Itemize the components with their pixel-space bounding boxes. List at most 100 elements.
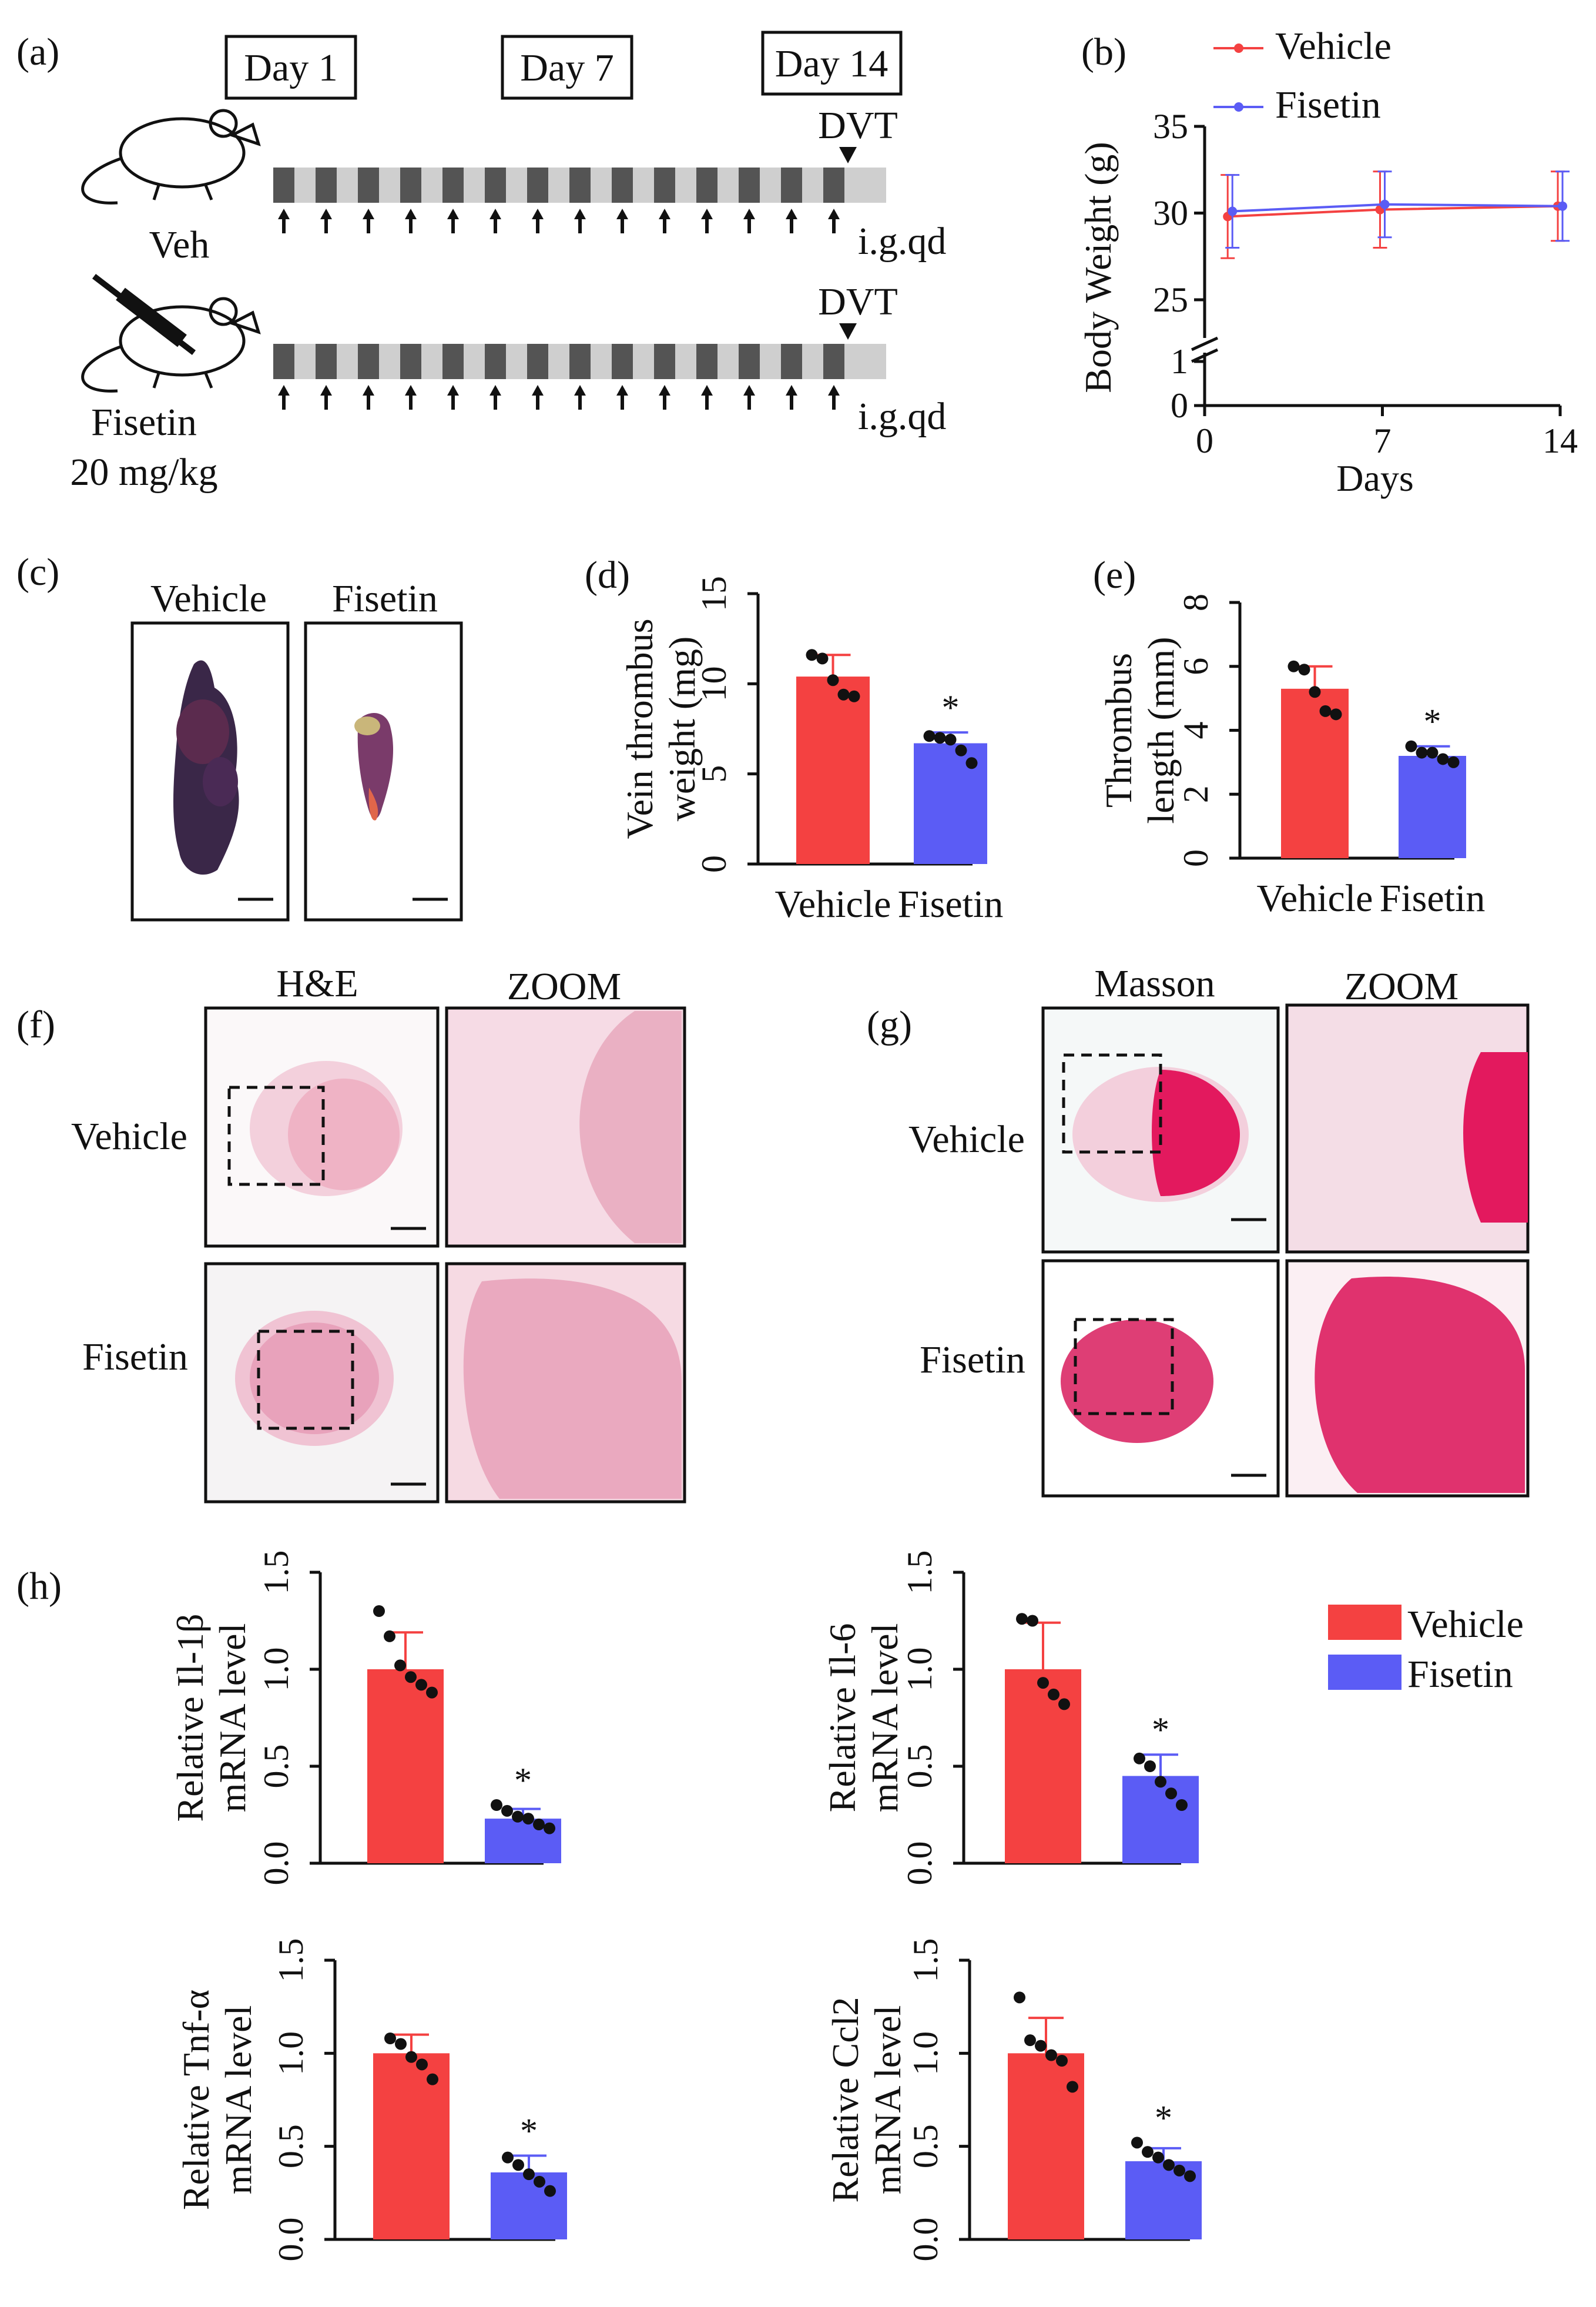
data-point: [1016, 1613, 1028, 1625]
day1-label: Day 1: [244, 46, 337, 89]
data-point: [934, 732, 946, 744]
day14-box: [761, 31, 903, 96]
dose-arrow-head-fisetin: [405, 385, 417, 396]
legend-label: Fisetin: [1275, 83, 1381, 126]
y-tick-label: 35: [1153, 107, 1188, 146]
dvt-label-fisetin: DVT: [818, 280, 898, 323]
y-tick-label: 0.0: [271, 2218, 310, 2262]
data-point: [373, 1605, 385, 1617]
y-tick-label: 0.0: [900, 1841, 939, 1886]
y-tick-label: 10: [695, 666, 733, 701]
he-vehicle-zoom-box: [227, 1086, 325, 1186]
timeline-segment-veh: [464, 168, 485, 203]
data-point: [416, 2058, 428, 2071]
col-vehicle-label: Vehicle: [150, 577, 267, 620]
timeline-segment-fisetin: [316, 344, 337, 379]
dose-arrow-head-veh: [278, 209, 290, 219]
timeline-segment-veh: [527, 168, 548, 203]
data-point: [848, 690, 860, 702]
data-point: [512, 1810, 524, 1823]
he-fisetin-zoom-box: [257, 1330, 354, 1430]
chart-h3: 0.0 0.5 1.0 1.5 * Relative Tnf-α mRNA level: [175, 1938, 567, 2262]
significance-mark: *: [520, 2112, 538, 2151]
he-fisetin-thrombus: [250, 1322, 379, 1434]
data-point: [1152, 2151, 1164, 2164]
data-point: [491, 1799, 502, 1811]
data-point: [1024, 2034, 1036, 2047]
dvt-marker-fisetin: [839, 323, 857, 340]
y-axis-title: Thrombus: [1098, 653, 1139, 808]
y-tick-label: 0.5: [906, 2124, 945, 2168]
y-axis-title: Relative Il-1β: [169, 1613, 211, 1822]
timeline-segment-fisetin: [442, 344, 464, 379]
legend-vehicle: Vehicle: [1407, 1603, 1524, 1646]
legend-label: Vehicle: [1275, 25, 1392, 68]
timeline-segment-veh: [442, 168, 464, 203]
timeline-segment-veh: [781, 168, 802, 203]
data-point: [522, 1813, 534, 1825]
y-tick-label: 0.0: [906, 2218, 945, 2262]
masson-fisetin-zoom-thrombus: [1315, 1277, 1525, 1493]
timeline-segment-veh: [294, 168, 316, 203]
dose-arrow-head-fisetin: [363, 385, 374, 396]
panel-e-label: (e): [1093, 554, 1136, 597]
y-tick-label: 1.0: [271, 2031, 310, 2075]
timeline-segment-fisetin: [823, 344, 844, 379]
group-fisetin-label: Fisetin: [91, 401, 197, 444]
data-point: [533, 1819, 545, 1830]
y-tick-label: 1.0: [257, 1648, 296, 1692]
panel-a-label: (a): [16, 31, 59, 73]
timeline-bars: [273, 168, 886, 410]
dose-arrow-head-fisetin: [786, 385, 797, 396]
data-point: [426, 1686, 438, 1699]
y-tick-label: 0.5: [271, 2124, 310, 2168]
bar-fisetin: [1122, 1776, 1199, 1863]
timeline-segment-veh: [802, 168, 823, 203]
y-axis-title: Body Weight (g): [1077, 142, 1119, 393]
panel-h-label: (h): [16, 1565, 62, 1608]
data-point: [1056, 2055, 1068, 2067]
data-point: [1165, 1787, 1177, 1800]
data-point: [944, 734, 957, 746]
x-tick-label: Fisetin: [898, 883, 1004, 926]
dosing-label-veh: i.g.qd: [858, 220, 946, 263]
y-tick-label: 1.0: [906, 2031, 945, 2075]
timeline-segment-fisetin: [633, 344, 654, 379]
x-axis-title: Days: [1336, 457, 1414, 499]
data-point: [1447, 756, 1460, 768]
masson-vehicle-zoom-thrombus: [1463, 1052, 1528, 1223]
panel-g-label: (g): [867, 1003, 912, 1046]
mouse-icon-veh: [81, 109, 261, 205]
data-point: [1380, 199, 1390, 209]
timeline-segment-veh: [316, 168, 337, 203]
dose-arrow-head-fisetin: [616, 385, 628, 396]
legend-swatch-fisetin: [1328, 1655, 1401, 1690]
chart-d: 0 5 10 15 Vehicle * Fisetin Vein thrombus weight…: [619, 576, 1003, 926]
data-point: [384, 2033, 396, 2044]
timeline-segment-fisetin: [294, 344, 316, 379]
y-tick-label: 2: [1176, 785, 1215, 803]
day7-label: Day 7: [520, 46, 613, 89]
dose-arrow-head-veh: [363, 209, 374, 219]
data-point: [512, 2159, 524, 2171]
data-point: [1131, 2137, 1143, 2149]
timeline-segment-fisetin: [781, 344, 802, 379]
dose-arrow-head-veh: [532, 209, 544, 219]
data-point: [1155, 1776, 1166, 1788]
timeline-segment-fisetin: [337, 344, 358, 379]
data-point: [415, 1679, 427, 1691]
dose-arrow-head-veh: [447, 209, 459, 219]
dose-arrow-head-veh: [828, 209, 840, 219]
data-point: [544, 2185, 556, 2197]
dose-arrow-head-veh: [616, 209, 628, 219]
chart-e: 0 2 4 6 8 Vehicle * Fisetin Thrombus length (mm): [1098, 594, 1485, 920]
data-point: [1228, 206, 1238, 216]
data-point: [1058, 1698, 1070, 1710]
y-tick-label: 0.5: [257, 1745, 296, 1789]
timeline-segment-fisetin: [527, 344, 548, 379]
data-point: [1309, 686, 1321, 698]
timeline-segment-veh: [654, 168, 675, 203]
timeline-segment-veh: [506, 168, 527, 203]
y-tick-label: 6: [1176, 658, 1215, 675]
data-point: [827, 674, 839, 687]
